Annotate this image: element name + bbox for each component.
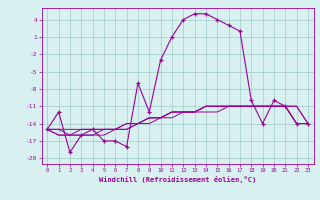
X-axis label: Windchill (Refroidissement éolien,°C): Windchill (Refroidissement éolien,°C) (99, 176, 256, 183)
